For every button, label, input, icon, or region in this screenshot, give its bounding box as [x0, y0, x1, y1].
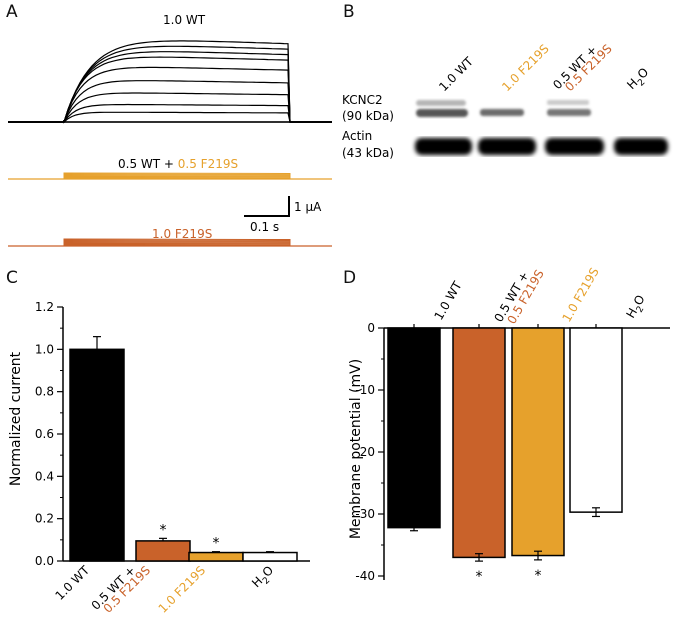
actin-band-f219s	[478, 138, 536, 155]
blot-label-actin: Actin	[342, 129, 372, 143]
lane-label-h2o-o: O	[635, 65, 652, 82]
lane-label-h2o: H2O	[624, 65, 654, 95]
lane-label-h2o-sub: 2	[636, 77, 647, 88]
chart-d-bar	[569, 327, 623, 513]
kcnc2-band-mixed	[547, 109, 591, 116]
chart-d-significance: *	[535, 568, 542, 584]
chart-d-ytick-label: 0	[367, 321, 375, 335]
trace-label-f219s: 1.0 F219S	[152, 227, 212, 241]
chart-c-bar	[135, 540, 191, 562]
chart-d-ytick-label: -40	[355, 569, 375, 583]
trace-label-mixed: 0.5 WT + 0.5 F219S	[118, 157, 238, 171]
kcnc2-band-mixed-upper	[547, 100, 589, 105]
chart-d-xlabel-wt: 1.0 WT	[431, 278, 465, 322]
trace-wt-4	[8, 80, 332, 123]
lane-label-wt: 1.0 WT	[436, 54, 476, 94]
scale-label-current: 1 μA	[294, 200, 322, 214]
actin-bands	[415, 138, 668, 155]
trace-wt-7	[8, 51, 332, 123]
trace-wt-2	[8, 103, 332, 124]
blot-label-kcnc2-kda: (90 kDa)	[342, 109, 394, 123]
chart-c-xlabel-wt: 1.0 WT	[52, 563, 92, 603]
panel-label-a: A	[6, 2, 18, 22]
trace-wt-6	[8, 56, 332, 123]
chart-d-ytick-label: -20	[355, 445, 375, 459]
chart-c-xlabel-f219s: 1.0 F219S	[156, 563, 209, 616]
kcnc2-band-wt-upper	[416, 100, 466, 106]
chart-c-xlabels: 1.0 WT 0.5 WT + 0.5 F219S 1.0 F219S H2O	[52, 563, 278, 616]
trace-wt-5	[8, 66, 332, 123]
chart-c-ytick-label: 0.2	[35, 512, 54, 526]
trace-wt-1	[8, 111, 332, 124]
scale-label-time: 0.1 s	[250, 220, 279, 234]
chart-c-ytick-label: 0.6	[35, 427, 54, 441]
chart-d-xlabels: 1.0 WT 0.5 WT + 0.5 F219S 1.0 F219S H2O	[431, 265, 651, 326]
chart-d-xlabel-h2o: H2O	[623, 293, 651, 323]
kcnc2-bands	[416, 100, 591, 117]
panel-a-traces: 1.0 WT 0.5 WT + 0.5 F219S 1.0 F219S 1 μA…	[8, 13, 332, 247]
chart-c-bars: **	[69, 336, 298, 562]
panel-label-d: D	[343, 268, 357, 288]
trace-wt-9	[8, 40, 332, 123]
trace-label-wt: 1.0 WT	[163, 13, 206, 27]
chart-c-ylabel: Normalized current	[8, 351, 24, 486]
actin-band-h2o	[614, 138, 668, 155]
chart-c-significance: *	[160, 522, 167, 538]
panel-label-c: C	[6, 268, 18, 288]
chart-c-ytick-label: 0.8	[35, 385, 54, 399]
chart-c-significance: *	[213, 536, 220, 552]
chart-d-xlabel-f219s: 1.0 F219S	[559, 265, 601, 324]
trace-label-mixed-prefix: 0.5 WT +	[118, 157, 178, 171]
panel-c-chart: Normalized current 0.0 0.2 0.4 0.6 0.8 1.0 1.2…	[8, 300, 310, 616]
chart-d-bar	[452, 327, 506, 559]
chart-d-ytick-label: -30	[355, 507, 375, 521]
actin-band-mixed	[545, 138, 604, 155]
trace-wt-8	[8, 45, 332, 123]
panel-d-chart: Membrane potential (mV) 0-10-20-30-40 * *…	[348, 265, 670, 585]
chart-c-ytick-label: 1.2	[35, 300, 54, 314]
chart-c-bar	[69, 348, 125, 562]
trace-wt-0	[8, 120, 332, 123]
chart-d-bar	[387, 327, 441, 529]
kcnc2-band-f219s	[480, 109, 524, 116]
trace-group-mixed	[8, 172, 332, 180]
trace-group-wt	[8, 40, 332, 124]
actin-band-wt	[415, 138, 472, 155]
trace-mixed-5	[63, 172, 291, 179]
chart-d-ylabel: Membrane potential (mV)	[348, 359, 364, 539]
lane-label-f219s: 1.0 F219S	[499, 42, 552, 95]
chart-c-ytick-label: 1.0	[35, 342, 54, 356]
trace-label-mixed-suffix: 0.5 F219S	[178, 157, 238, 171]
chart-d-ytick-label: -10	[355, 383, 375, 397]
trace-group-f219s	[8, 238, 332, 247]
blot-label-actin-kda: (43 kDa)	[342, 146, 394, 160]
blot-label-kcnc2: KCNC2	[342, 93, 383, 107]
chart-d-significance: *	[476, 569, 483, 585]
chart-c-bar	[242, 551, 298, 562]
chart-d-bar	[511, 327, 565, 557]
trace-wt-3	[8, 92, 332, 123]
chart-c-bar	[188, 551, 244, 562]
kcnc2-band-wt	[416, 109, 468, 117]
chart-c-ytick-label: 0.0	[35, 554, 54, 568]
panel-label-b: B	[343, 2, 355, 22]
panel-b-blot: 1.0 WT 1.0 F219S 0.5 WT + 0.5 F219S H2O …	[342, 42, 668, 160]
chart-c-xlabel-h2o: H2O	[249, 563, 279, 593]
trace-f219s-6	[63, 238, 291, 246]
chart-c-ytick-label: 0.4	[35, 469, 54, 483]
chart-d-bars: * *	[387, 324, 623, 585]
